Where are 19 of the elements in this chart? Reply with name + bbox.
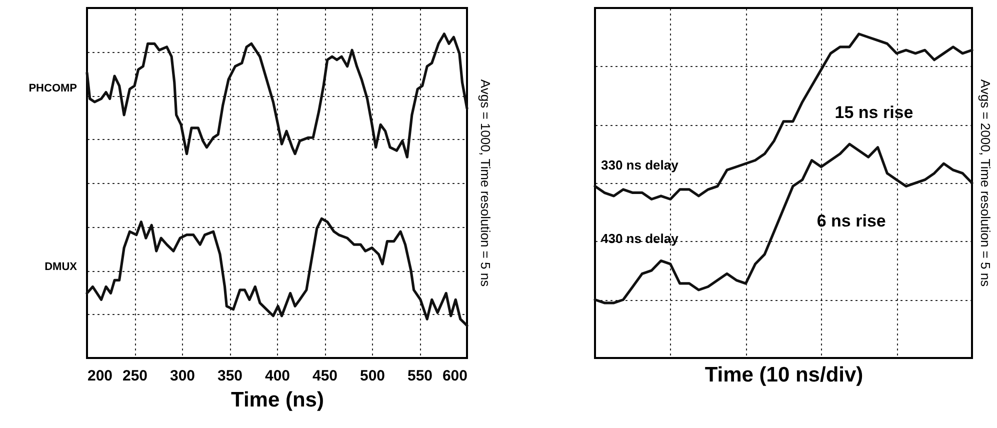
x-tick-label: 350	[217, 368, 243, 384]
x-tick-label: 250	[122, 368, 148, 384]
text: Avgs = 2000, Time resolution = 5 ns	[978, 79, 993, 288]
annotation: 6 ns rise	[816, 212, 886, 230]
annotation: 15 ns rise	[834, 103, 914, 122]
x-tick-label: 550	[407, 368, 433, 384]
x-tick-label: 400	[264, 368, 290, 384]
series-label: DMUX	[44, 261, 78, 273]
x-tick-label: 600	[442, 368, 468, 384]
x-axis-title: Time (ns)	[231, 388, 324, 412]
x-tick-label: 450	[312, 368, 338, 384]
x-tick-label: 200	[88, 368, 113, 384]
series-label: 330 ns delay	[601, 158, 680, 172]
series-label: 430 ns delay	[601, 231, 680, 246]
series-label: PHCOMP	[28, 82, 77, 94]
x-tick-label: 300	[170, 368, 196, 384]
x-axis-title: Time (10 ns/div)	[704, 364, 864, 386]
text: Avgs = 1000, Time resolution = 5 ns	[478, 79, 493, 288]
x-tick-label: 500	[360, 368, 386, 384]
